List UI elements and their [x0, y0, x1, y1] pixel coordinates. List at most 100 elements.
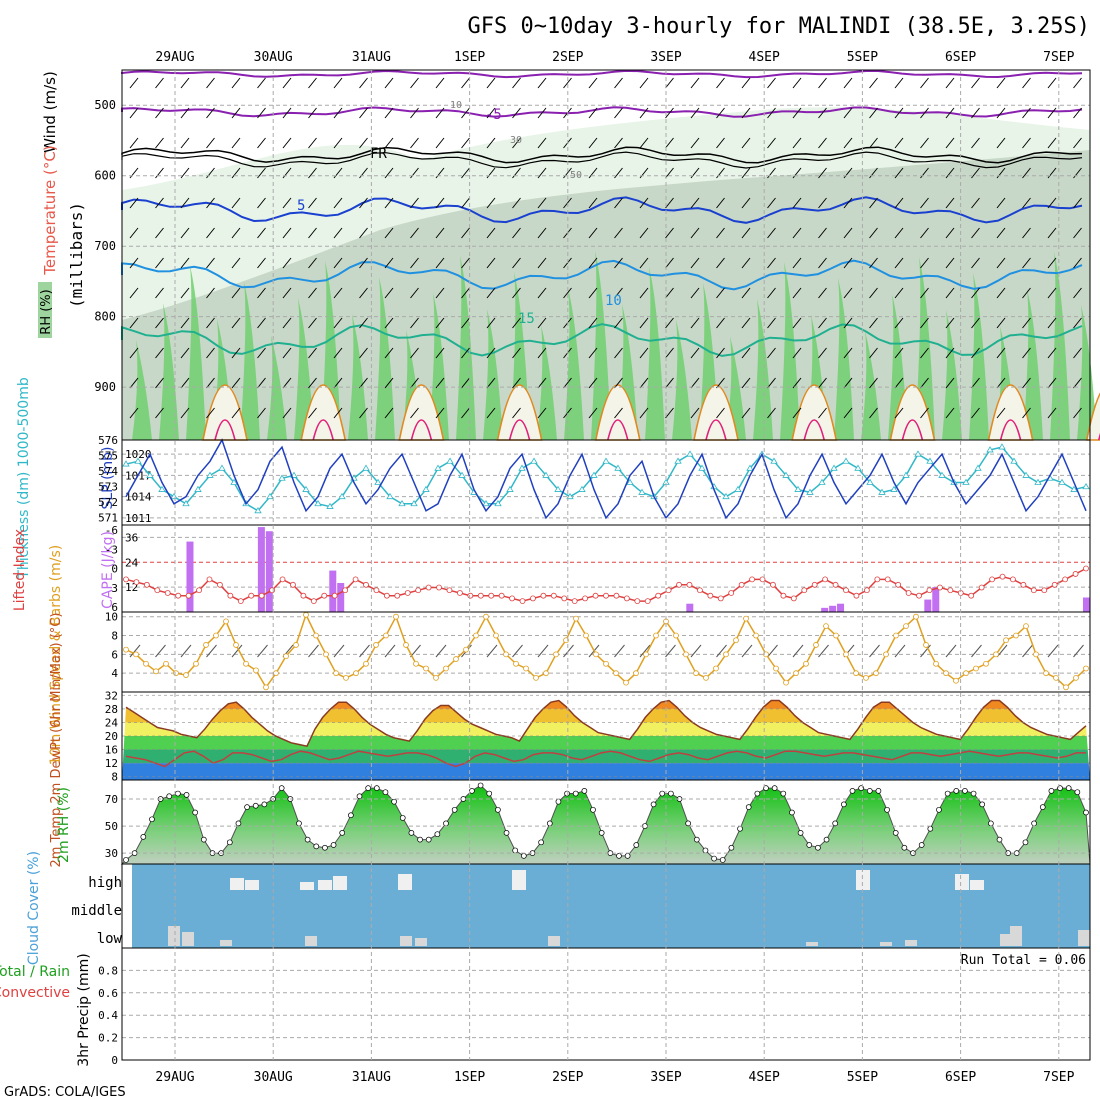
rh-point [123, 857, 129, 863]
wind-barb [461, 407, 470, 419]
thickness-point [194, 485, 202, 492]
wind-barb [563, 167, 572, 179]
wind-barb [206, 287, 215, 299]
slp-tick-label: 1011 [125, 512, 152, 525]
wind-barb [945, 107, 955, 119]
wind-barb [665, 317, 674, 329]
wind-barb [767, 287, 776, 299]
wind-barb [741, 227, 751, 239]
wind-barb [537, 257, 547, 269]
bottom-date-label: 30AUG [254, 1070, 293, 1085]
thickness-point [1010, 457, 1018, 464]
lifted-index-point [582, 595, 589, 602]
wind-barb [741, 197, 751, 209]
thickness-line [125, 446, 1087, 512]
wind-barb [359, 197, 368, 209]
wind-barb [257, 257, 266, 269]
wind-barb [410, 287, 419, 299]
wind-barb [461, 287, 470, 299]
wind-barb [486, 137, 496, 149]
thickness-point [638, 488, 646, 495]
wind-barb [920, 347, 929, 359]
wind-barb [410, 407, 419, 419]
wind-speed-point [123, 646, 129, 653]
wind-speed-point [213, 632, 219, 639]
cloud-low-bar [305, 936, 317, 946]
wind-barb [231, 317, 241, 329]
slp-labels: Thickness (dm) 1000-500mb SLP (mb) [16, 377, 116, 580]
wind-barb [410, 317, 419, 329]
lifted-index-point [634, 598, 641, 605]
wind-barb [971, 107, 980, 119]
wind-barb [767, 137, 776, 149]
li-tick-label: 6 [111, 601, 118, 614]
wind-barb [231, 167, 241, 179]
wind-speed-point [953, 677, 959, 684]
pressure-tick-label: 600 [94, 169, 116, 183]
isotherm-label: 5 [297, 198, 305, 214]
thickness-point [326, 502, 334, 509]
wind-barb [512, 257, 521, 269]
temp-tick-label: 28 [105, 703, 118, 716]
wind-speed-point [723, 651, 729, 658]
rh-green-cell [780, 262, 800, 440]
wind-barb [971, 197, 980, 209]
wind-barb [996, 167, 1006, 179]
wind-barb [231, 377, 241, 389]
wind-barb [231, 347, 241, 359]
wind-barb [920, 137, 929, 149]
lifted-index-point [832, 581, 839, 588]
rh-contour-label: 30 [510, 135, 522, 146]
wind-barb [767, 227, 776, 239]
wind-barb [206, 167, 215, 179]
wind-speed-point [783, 679, 789, 686]
surface-wind-barb [818, 644, 829, 658]
precip-labels: 3hr Precip (mm) Total / Rain Convective … [0, 953, 1086, 1067]
thickness-point [818, 478, 826, 485]
surface-wind-barb [155, 644, 166, 658]
surface-wind-barb [512, 644, 523, 658]
rh-point [1083, 809, 1089, 816]
wind-speed-point [933, 660, 939, 667]
top-date-label: 6SEP [945, 50, 976, 65]
wind-barb [639, 107, 649, 119]
rh-point [235, 820, 242, 827]
surface-plume-inner [312, 419, 334, 441]
lifted-index-point [415, 587, 422, 594]
thickness-point [890, 485, 898, 492]
surface-wind-barb [741, 644, 753, 658]
rh2m-labels: 2m RH (%) [56, 787, 72, 863]
wind-barb [920, 197, 929, 209]
wind-barb [410, 377, 419, 389]
thickness-point [734, 485, 742, 492]
rh-point [685, 820, 692, 827]
lifted-index-point [780, 592, 787, 599]
wind-barb [665, 407, 674, 419]
wind-barb [410, 257, 419, 269]
lifted-index-point [248, 592, 255, 599]
rh-point [996, 836, 1003, 843]
cloud-low-bar [1078, 930, 1090, 946]
wind-barb [1047, 257, 1057, 269]
rh-green-cell [159, 303, 179, 440]
wind-barb [716, 107, 725, 119]
wind-speed-point [233, 642, 239, 648]
wind-barb [461, 317, 470, 329]
temp-band [122, 700, 1090, 709]
wind-barb [690, 317, 700, 329]
wind-speed-point [453, 656, 459, 662]
lifted-index-point [978, 584, 985, 591]
wind-barb [410, 197, 419, 209]
wind-barb [614, 257, 623, 269]
wind-barb [945, 317, 955, 329]
wind-speed-point [533, 674, 539, 681]
wind-barb [155, 347, 164, 359]
rh-point [970, 790, 977, 797]
thickness-point [1034, 478, 1042, 485]
wind-speed-point [193, 660, 199, 667]
wind-barb [792, 407, 802, 419]
thickness-point [554, 485, 562, 492]
lifted-index-point [1083, 565, 1089, 572]
wind-barb [614, 197, 623, 209]
thickness-point [698, 464, 706, 471]
